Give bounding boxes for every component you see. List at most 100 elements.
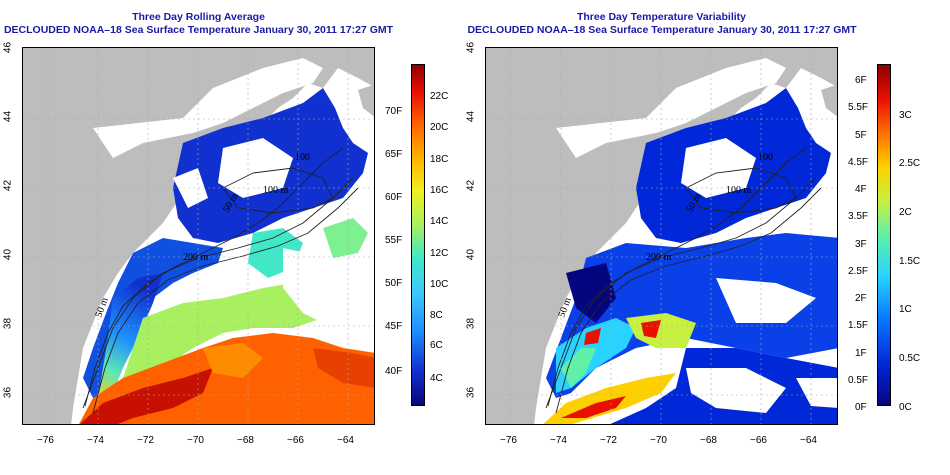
right-title-line2: DECLOUDED NOAA–18 Sea Surface Temperatur…	[467, 24, 857, 36]
x-tick: −72	[137, 435, 154, 446]
slope-water-green	[323, 218, 368, 258]
contour-georges	[222, 167, 334, 214]
y-tick: 44	[465, 110, 477, 123]
sst-variability-map-canvas: 200 m 100 m 50 m 100 50 m	[486, 48, 837, 424]
high-variability	[626, 313, 696, 348]
high-variability-red	[584, 328, 601, 345]
gulf-stream-variability-red	[561, 396, 626, 418]
variability-colorbar	[877, 64, 891, 406]
celsius-label: 14C	[430, 216, 449, 227]
cloud-gap	[283, 248, 374, 338]
celsius-label: 20C	[430, 122, 449, 133]
sst-average-map-canvas: 200 m 100 m 50 m 100 50 m	[23, 48, 374, 424]
fahrenheit-label: 65F	[385, 149, 403, 160]
gulf-stream-core	[80, 368, 213, 424]
fahrenheit-label: 2F	[855, 293, 867, 304]
high-variability-red	[641, 320, 661, 338]
gulf-stream-variability	[543, 373, 676, 424]
y-tick: 36	[2, 386, 14, 399]
celsius-label: 8C	[430, 310, 443, 321]
y-tick: 42	[2, 179, 14, 192]
sst-average-map: 200 m 100 m 50 m 100 50 m	[22, 47, 375, 425]
x-tick: −64	[337, 435, 354, 446]
fahrenheit-label: 50F	[385, 278, 403, 289]
y-tick: 40	[2, 248, 14, 261]
fahrenheit-label: 40F	[385, 366, 403, 377]
fahrenheit-label: 1F	[855, 348, 867, 359]
cloud-gap	[173, 168, 208, 208]
island	[821, 84, 837, 117]
x-tick: −68	[237, 435, 254, 446]
celsius-label: 10C	[430, 279, 449, 290]
graticule	[23, 48, 374, 424]
slope-water	[123, 283, 323, 398]
y-tick: 44	[2, 110, 14, 123]
celsius-label: 18C	[430, 154, 449, 165]
cloud-gap	[716, 278, 816, 323]
contour-georges	[685, 167, 797, 214]
x-tick: −66	[287, 435, 304, 446]
right-title-line1: Three Day Temperature Variability	[576, 11, 747, 23]
gulf-stream-red	[313, 348, 374, 388]
y-tick: 38	[2, 317, 14, 330]
contour-100m	[555, 187, 822, 414]
fahrenheit-label: 45F	[385, 321, 403, 332]
y-tick: 46	[465, 41, 477, 54]
celsius-label: 12C	[430, 248, 449, 259]
celsius-label: 4C	[430, 373, 443, 384]
cloud-gap	[681, 138, 756, 198]
contour-label-200m: 200 m	[646, 252, 672, 263]
fahrenheit-label: 2.5F	[848, 266, 869, 277]
cloud-gap	[218, 138, 293, 198]
x-tick: −74	[550, 435, 567, 446]
celsius-label: 3C	[899, 110, 912, 121]
y-tick: 36	[465, 386, 477, 399]
fahrenheit-label: 5F	[855, 130, 867, 141]
left-title-line2: DECLOUDED NOAA–18 Sea Surface Temperatur…	[3, 24, 394, 36]
celsius-label: 1C	[899, 304, 912, 315]
medium-variability-green	[561, 348, 596, 388]
island	[358, 84, 374, 117]
y-tick: 38	[465, 317, 477, 330]
contour-label-100m: 100 m	[726, 185, 752, 196]
contour-label-100m: 100 m	[263, 185, 289, 196]
celsius-label: 6C	[430, 340, 443, 351]
low-variability-dark	[566, 263, 616, 323]
celsius-label: 2C	[899, 207, 912, 218]
left-title-line1: Three Day Rolling Average	[132, 11, 265, 23]
fahrenheit-label: 3F	[855, 239, 867, 250]
y-tick: 46	[2, 41, 14, 54]
x-tick: −76	[500, 435, 517, 446]
fahrenheit-label: 4.5F	[848, 157, 869, 168]
cloud-gap	[93, 58, 323, 158]
fahrenheit-label: 60F	[385, 192, 403, 203]
x-tick: −66	[750, 435, 767, 446]
fahrenheit-label: 1.5F	[848, 320, 869, 331]
contour-label-100: 100	[758, 152, 773, 163]
contour-label-100: 100	[295, 152, 310, 163]
fahrenheit-label: 5.5F	[848, 102, 869, 113]
cloud-gap	[556, 58, 786, 158]
contour-100m	[92, 187, 359, 414]
x-tick: −74	[87, 435, 104, 446]
x-tick: −72	[600, 435, 617, 446]
fahrenheit-label: 55F	[385, 235, 403, 246]
fahrenheit-label: 6F	[855, 75, 867, 86]
fahrenheit-label: 4F	[855, 184, 867, 195]
low-variability-shelf	[546, 233, 837, 398]
x-tick: −70	[187, 435, 204, 446]
fahrenheit-label: 70F	[385, 106, 403, 117]
cloud-gap	[796, 378, 837, 408]
celsius-label: 1.5C	[899, 256, 921, 267]
mid-shelf	[98, 273, 163, 398]
fahrenheit-label: 0.5F	[848, 375, 869, 386]
sst-variability-map: 200 m 100 m 50 m 100 50 m	[485, 47, 838, 425]
fahrenheit-label: 3.5F	[848, 211, 869, 222]
fahrenheit-label: 0F	[855, 402, 867, 413]
y-tick: 42	[465, 179, 477, 192]
sst-colorbar	[411, 64, 425, 406]
x-tick: −68	[700, 435, 717, 446]
x-tick: −70	[650, 435, 667, 446]
celsius-label: 22C	[430, 91, 449, 102]
celsius-label: 16C	[430, 185, 449, 196]
